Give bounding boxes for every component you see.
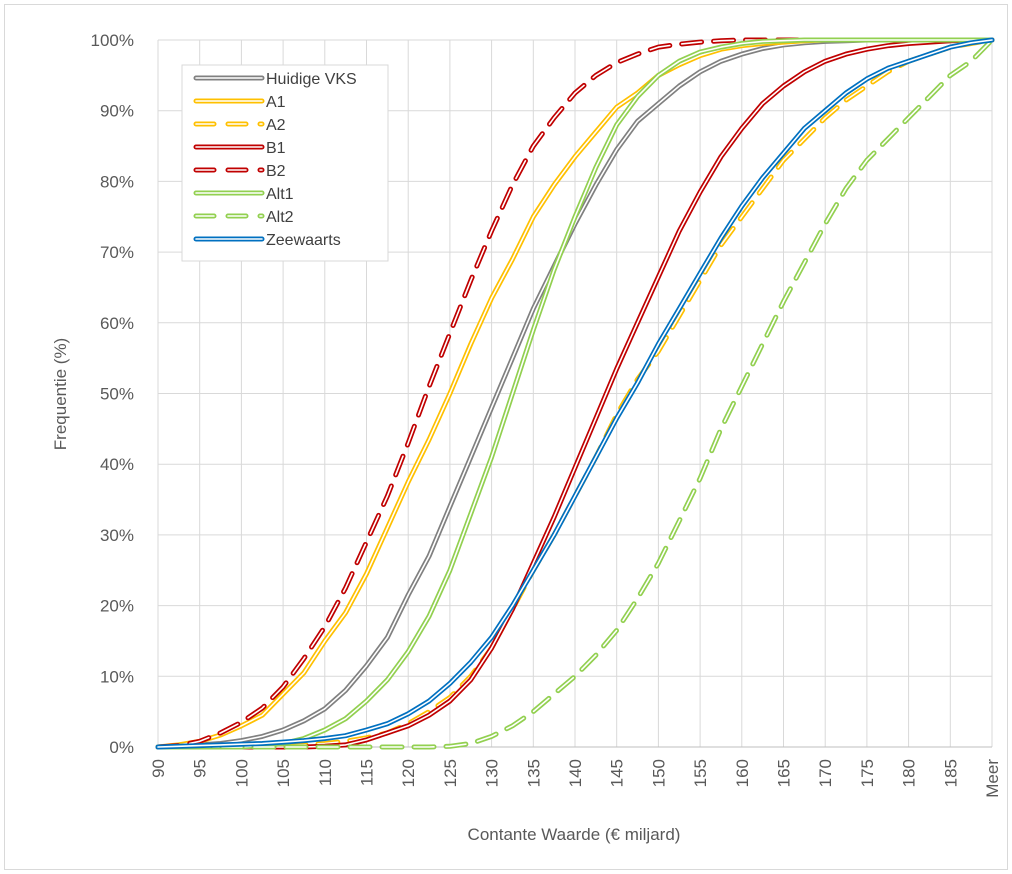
x-tick-label: 145 [608,759,627,787]
legend-item: Zeewaarts [193,232,341,249]
legend-label: B2 [266,163,286,180]
legend-item: A2 [193,117,286,134]
y-tick-label: 0% [109,738,134,757]
x-tick-label: Meer [983,759,1002,798]
series-zeewaarts [155,37,995,750]
y-tick-label: 10% [100,667,134,686]
series-alt2 [155,37,995,750]
legend-item: Alt1 [193,186,294,203]
legend-label: Huidige VKS [266,71,357,88]
x-tick-label: 150 [649,759,668,787]
legend-item: B1 [193,140,286,157]
legend-label: B1 [266,140,286,157]
y-tick-label: 70% [100,243,134,262]
y-tick-label: 80% [100,172,134,191]
legend-item: A1 [193,94,286,111]
x-tick-label: 105 [274,759,293,787]
x-tick-label: 175 [858,759,877,787]
y-tick-label: 40% [100,455,134,474]
x-axis-ticks: 90 95 100 105 110 115 120 125 130 135 140 145 150 155… [149,759,1002,798]
x-tick-label: 180 [900,759,919,787]
series-lines [155,37,995,750]
y-tick-label: 50% [100,385,134,404]
y-axis-ticks: 0% 10% 20% 30% 40% 50% 60% 70% 80% 90% 100% [91,31,134,757]
x-axis-title: Contante Waarde (€ miljard) [468,825,681,844]
legend-item: Huidige VKS [193,71,357,88]
legend-item: B2 [193,163,286,180]
x-tick-label: 160 [733,759,752,787]
x-tick-label: 185 [941,759,960,787]
x-tick-label: 95 [191,759,210,778]
legend-label: A2 [266,117,286,134]
y-axis-title: Frequentie (%) [51,338,70,450]
x-tick-label: 140 [566,759,585,787]
legend-label: A1 [266,94,286,111]
y-tick-label: 20% [100,597,134,616]
y-tick-label: 100% [91,31,134,50]
x-tick-label: 100 [232,759,251,787]
x-tick-label: 90 [149,759,168,778]
x-tick-label: 165 [775,759,794,787]
x-tick-label: 120 [399,759,418,787]
legend-label: Zeewaarts [266,232,341,249]
x-tick-label: 170 [816,759,835,787]
x-tick-label: 110 [316,759,335,786]
y-tick-label: 30% [100,526,134,545]
x-tick-label: 135 [524,759,543,787]
x-tick-label: 115 [358,759,377,786]
legend-box [181,64,389,262]
legend-item: Alt2 [193,209,294,226]
x-tick-label: 125 [441,759,460,787]
chart-frame [4,4,1008,870]
legend: Huidige VKS A1 A2 B1 B2 Alt1 Alt2 Zeewaarts [181,64,389,262]
series-line-inner [157,39,993,748]
y-tick-label: 90% [100,102,134,121]
x-tick-label: 155 [691,759,710,787]
x-tick-label: 130 [483,759,502,787]
y-tick-label: 60% [100,314,134,333]
legend-label: Alt1 [266,186,294,203]
legend-label: Alt2 [266,209,294,226]
series-line-inner [157,39,993,748]
